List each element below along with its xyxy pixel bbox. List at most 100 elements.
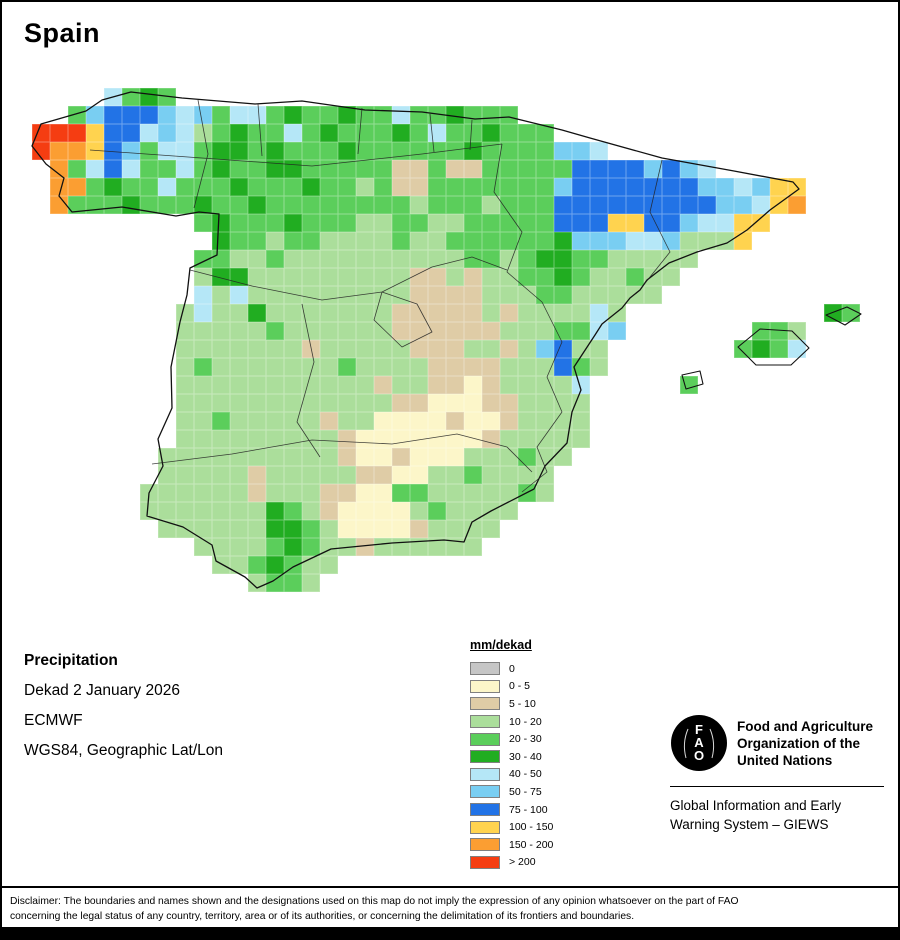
raster-cell — [446, 538, 464, 556]
raster-cell — [212, 412, 230, 430]
raster-cell — [266, 142, 284, 160]
raster-cell — [338, 538, 356, 556]
raster-cell — [320, 538, 338, 556]
raster-cell — [122, 196, 140, 214]
raster-cell — [392, 106, 410, 124]
raster-cell — [194, 214, 212, 232]
fao-block: F A O Food and Agriculture Organization … — [670, 714, 884, 834]
raster-cell — [140, 124, 158, 142]
raster-cell — [194, 502, 212, 520]
raster-cell — [104, 142, 122, 160]
raster-cell — [626, 286, 644, 304]
legend-label: 75 - 100 — [509, 803, 548, 816]
raster-cell — [482, 142, 500, 160]
raster-cell — [608, 196, 626, 214]
raster-cell — [698, 178, 716, 196]
raster-cell — [374, 466, 392, 484]
raster-cell — [392, 322, 410, 340]
raster-cell — [518, 160, 536, 178]
raster-cell — [338, 502, 356, 520]
raster-cell — [374, 268, 392, 286]
giews-label: Global Information and Early Warning Sys… — [670, 796, 884, 834]
raster-cell — [410, 160, 428, 178]
raster-cell — [824, 304, 842, 322]
raster-cell — [320, 502, 338, 520]
raster-cell — [194, 250, 212, 268]
raster-cell — [446, 106, 464, 124]
raster-cell — [248, 538, 266, 556]
raster-cell — [500, 448, 518, 466]
raster-cell — [374, 178, 392, 196]
raster-cell — [302, 376, 320, 394]
raster-cell — [680, 178, 698, 196]
raster-cell — [464, 538, 482, 556]
raster-cell — [338, 430, 356, 448]
raster-cell — [302, 304, 320, 322]
raster-cell — [284, 376, 302, 394]
raster-cell — [788, 178, 806, 196]
raster-cell — [284, 160, 302, 178]
raster-cell — [482, 448, 500, 466]
fao-logo-letter: A — [694, 735, 704, 750]
raster-cell — [446, 232, 464, 250]
raster-cell — [248, 286, 266, 304]
raster-cell — [536, 322, 554, 340]
raster-cell — [716, 196, 734, 214]
raster-cell — [410, 322, 428, 340]
raster-cell — [554, 340, 572, 358]
raster-cell — [680, 250, 698, 268]
raster-cell — [176, 106, 194, 124]
raster-cell — [284, 304, 302, 322]
raster-cell — [536, 196, 554, 214]
raster-cell — [266, 556, 284, 574]
raster-cell — [176, 430, 194, 448]
raster-cell — [266, 538, 284, 556]
raster-cell — [68, 106, 86, 124]
raster-cell — [284, 268, 302, 286]
raster-cell — [680, 214, 698, 232]
raster-cell — [374, 232, 392, 250]
raster-cell — [176, 448, 194, 466]
raster-cell — [374, 322, 392, 340]
raster-cell — [410, 484, 428, 502]
raster-cell — [68, 196, 86, 214]
raster-cell — [248, 574, 266, 592]
raster-cell — [194, 160, 212, 178]
raster-cell — [572, 250, 590, 268]
raster-cell — [500, 340, 518, 358]
raster-cell — [410, 232, 428, 250]
raster-cell — [176, 304, 194, 322]
raster-cell — [158, 142, 176, 160]
raster-cell — [536, 250, 554, 268]
raster-cell — [536, 286, 554, 304]
raster-cell — [410, 196, 428, 214]
legend: mm/dekad 0 0 - 5 5 - 10 10 - 20 20 - 30 30 - … — [470, 638, 553, 871]
raster-cell — [518, 196, 536, 214]
raster-cell — [608, 286, 626, 304]
raster-cell — [248, 232, 266, 250]
raster-cell — [320, 484, 338, 502]
raster-cell — [140, 142, 158, 160]
raster-cell — [410, 376, 428, 394]
legend-swatch — [470, 838, 500, 852]
raster-cell — [536, 376, 554, 394]
raster-cell — [140, 160, 158, 178]
raster-cell — [122, 88, 140, 106]
raster-cell — [446, 394, 464, 412]
raster-cell — [536, 358, 554, 376]
raster-cell — [374, 340, 392, 358]
raster-cell — [500, 430, 518, 448]
raster-cell — [320, 232, 338, 250]
raster-cell — [716, 232, 734, 250]
raster-cell — [284, 556, 302, 574]
raster-cell — [266, 412, 284, 430]
raster-cell — [410, 394, 428, 412]
raster-cell — [482, 232, 500, 250]
raster-cell — [392, 286, 410, 304]
legend-swatch — [470, 855, 500, 869]
raster-cell — [788, 322, 806, 340]
raster-cell — [536, 268, 554, 286]
raster-cell — [428, 304, 446, 322]
raster-cell — [68, 142, 86, 160]
raster-cell — [212, 286, 230, 304]
